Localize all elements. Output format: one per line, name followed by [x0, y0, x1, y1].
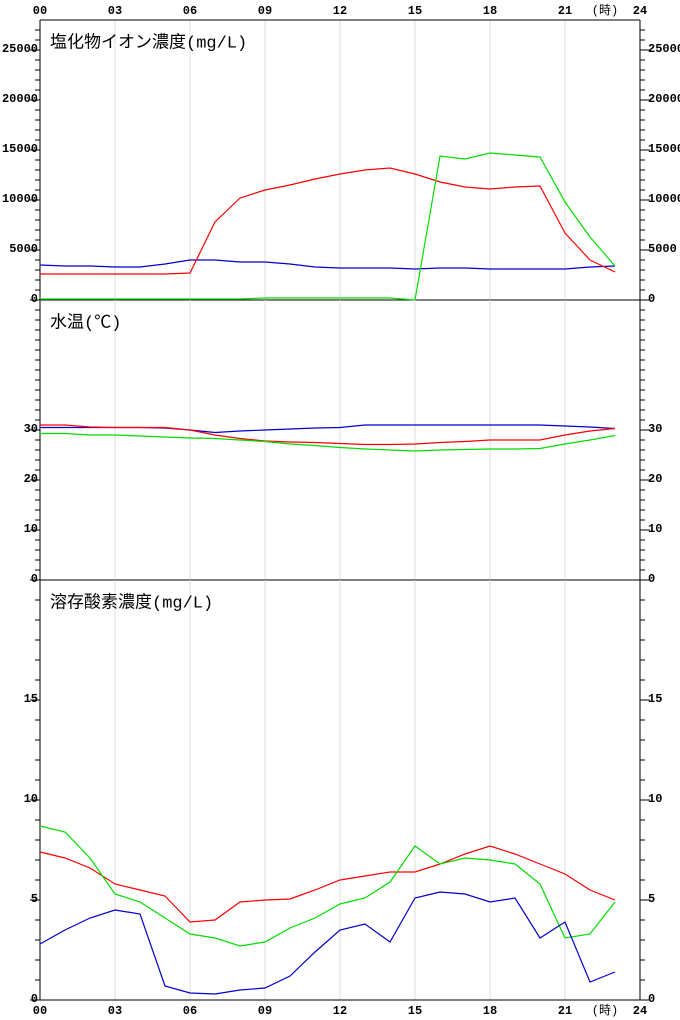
y-tick-label: 0 [31, 572, 38, 586]
x-tick-label: 18 [483, 1004, 497, 1018]
data-line [39, 891, 616, 995]
x-tick-label: 12 [333, 1004, 347, 1018]
data-line [40, 432, 616, 452]
y-tick-label: 5 [31, 892, 38, 906]
y-tick-label: 20000 [2, 92, 38, 106]
y-tick-label: 5000 [648, 242, 677, 256]
x-tick-label: 24 [633, 1004, 647, 1018]
data-line [39, 845, 616, 923]
x-tick-label: 12 [333, 4, 347, 18]
y-tick-label: 10000 [648, 192, 680, 206]
data-line [40, 424, 616, 434]
x-tick-label: 09 [258, 4, 272, 18]
data-line [39, 259, 616, 270]
x-tick-label: 03 [108, 4, 122, 18]
y-tick-label: 15000 [648, 142, 680, 156]
x-tick-label: 15 [408, 4, 422, 18]
y-tick-label: 10000 [2, 192, 38, 206]
x-tick-label: 00 [33, 4, 47, 18]
y-tick-label: 0 [648, 992, 655, 1006]
y-tick-label: 30 [24, 422, 38, 436]
x-tick-label: 06 [183, 1004, 197, 1018]
chart-title: 塩化物イオン濃度(mg/L) [50, 32, 247, 53]
y-tick-label: 10 [24, 522, 38, 536]
y-tick-label: 0 [31, 992, 38, 1006]
data-line [40, 424, 616, 446]
y-tick-label: 25000 [648, 42, 680, 56]
y-tick-label: 5 [648, 892, 655, 906]
x-tick-label: 03 [108, 1004, 122, 1018]
y-tick-label: 20 [24, 472, 38, 486]
y-tick-label: 0 [648, 572, 655, 586]
x-tick-label: 09 [258, 1004, 272, 1018]
x-axis-unit: (時) [592, 1003, 618, 1018]
data-line [40, 152, 616, 301]
x-tick-label: 21 [558, 4, 572, 18]
x-tick-label: 18 [483, 4, 497, 18]
data-line [40, 167, 616, 275]
y-tick-label: 10 [24, 792, 38, 806]
y-tick-label: 0 [31, 292, 38, 306]
y-tick-label: 30 [648, 422, 662, 436]
x-tick-label: 24 [633, 4, 647, 18]
x-tick-label: 21 [558, 1004, 572, 1018]
y-tick-label: 15 [648, 692, 662, 706]
x-tick-label: 00 [33, 1004, 47, 1018]
y-tick-label: 10 [648, 522, 662, 536]
y-tick-label: 5000 [9, 242, 38, 256]
data-line [39, 825, 616, 947]
chart-title: 水温(℃) [50, 312, 121, 333]
y-tick-label: 10 [648, 792, 662, 806]
y-tick-label: 15 [24, 692, 38, 706]
x-axis-unit: (時) [592, 3, 618, 18]
y-tick-label: 20 [648, 472, 662, 486]
chart-title: 溶存酸素濃度(mg/L) [50, 592, 213, 613]
x-tick-label: 15 [408, 1004, 422, 1018]
y-tick-label: 15000 [2, 142, 38, 156]
y-tick-label: 20000 [648, 92, 680, 106]
x-tick-label: 06 [183, 4, 197, 18]
y-tick-label: 25000 [2, 42, 38, 56]
y-tick-label: 0 [648, 292, 655, 306]
